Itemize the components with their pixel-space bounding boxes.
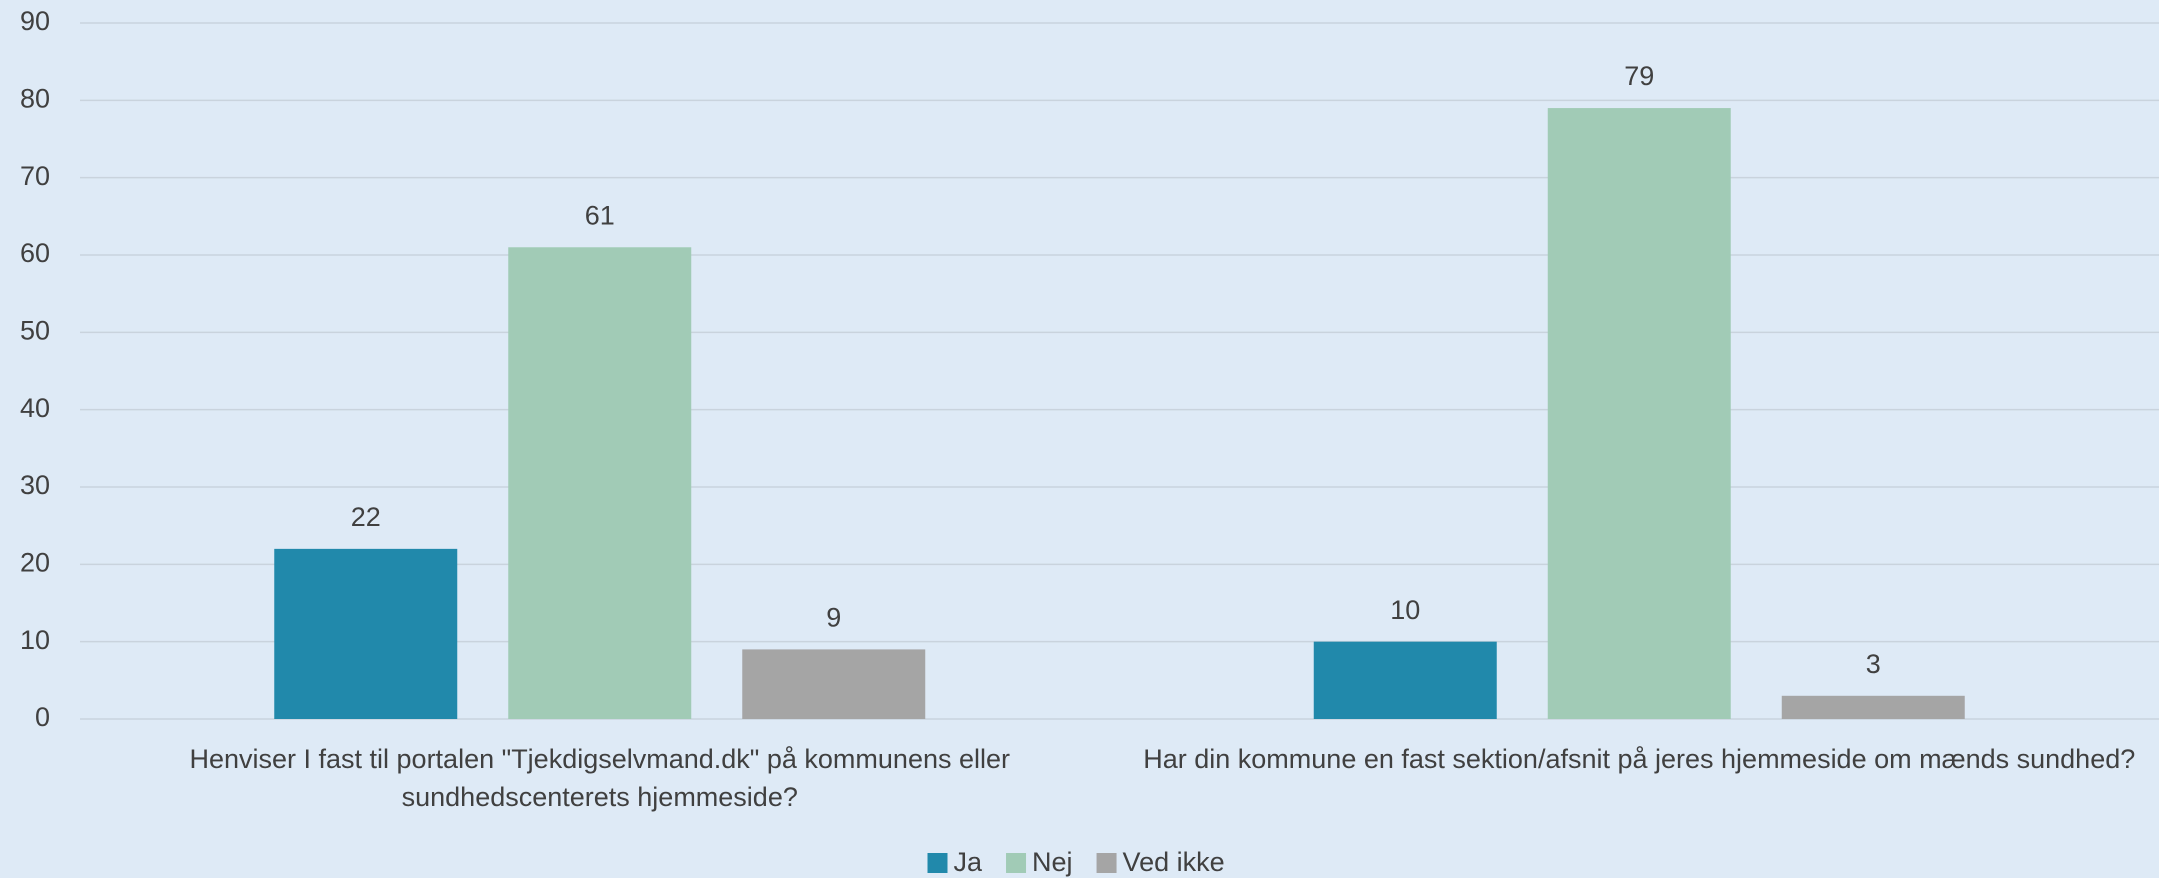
y-tick-label: 0 (35, 702, 50, 732)
data-label: 10 (1390, 595, 1420, 625)
legend-swatch (927, 853, 948, 873)
bar (1781, 695, 1965, 719)
bar (742, 649, 926, 719)
data-label: 22 (351, 502, 381, 532)
legend-swatch (1096, 853, 1117, 873)
x-tick-label: Har din kommune en fast sektion/afsnit p… (1143, 744, 2136, 774)
y-tick-label: 70 (20, 161, 50, 191)
y-tick-label: 30 (20, 470, 50, 500)
y-tick-label: 10 (20, 625, 50, 655)
bar (508, 247, 692, 719)
bar (1547, 108, 1731, 720)
y-tick-label: 80 (20, 83, 50, 113)
bar (274, 548, 458, 719)
data-label: 9 (826, 603, 841, 633)
data-label: 61 (585, 200, 615, 230)
data-label: 3 (1866, 649, 1881, 679)
y-tick-label: 60 (20, 238, 50, 268)
data-label: 79 (1624, 61, 1654, 91)
legend-label: Ved ikke (1123, 847, 1225, 877)
y-tick-label: 40 (20, 393, 50, 423)
y-tick-label: 50 (20, 315, 50, 345)
y-tick-label: 20 (20, 547, 50, 577)
legend-swatch (1006, 853, 1027, 873)
legend-label: Ja (954, 847, 984, 877)
bar (1313, 641, 1497, 719)
y-tick-label: 90 (20, 6, 50, 36)
x-tick-label: Henviser I fast til portalen "Tjekdigsel… (189, 744, 1011, 812)
legend-label: Nej (1032, 847, 1073, 877)
